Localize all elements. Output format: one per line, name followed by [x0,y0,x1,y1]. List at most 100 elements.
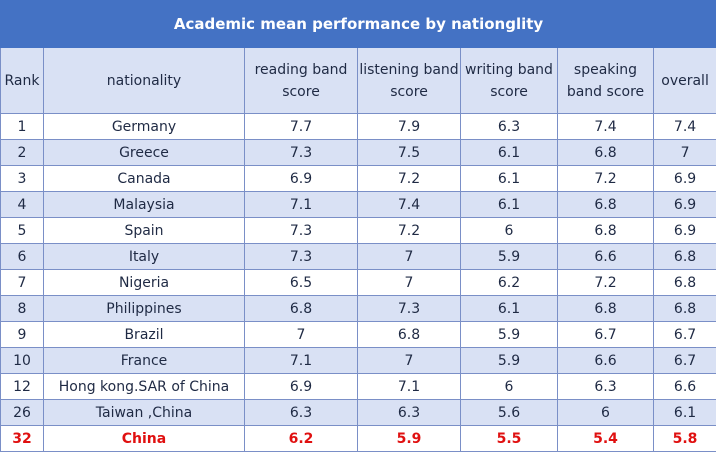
cell-speaking: 5.4 [557,425,654,452]
cell-listening: 7 [357,243,461,270]
column-header-writing: writing band score [460,47,558,114]
cell-reading: 7 [244,321,358,348]
header-row: Rank nationality reading band score listeni… [0,47,716,114]
table-row: 5 Spain 7.3 7.2 6 6.8 6.9 [0,217,716,244]
column-header-reading: reading band score [244,47,358,114]
cell-speaking: 6.6 [557,347,654,374]
cell-reading: 7.3 [244,217,358,244]
table-row: 2 Greece 7.3 7.5 6.1 6.8 7 [0,139,716,166]
cell-rank: 6 [0,243,44,270]
cell-nationality: Philippines [43,295,245,322]
table-body: 1 Germany 7.7 7.9 6.3 7.4 7.4 2 Greece 7.3 7.5 6.1 6… [0,113,716,452]
cell-speaking: 6.8 [557,217,654,244]
cell-speaking: 6.7 [557,321,654,348]
cell-overall: 6.6 [652,373,716,400]
column-header-speaking: speaking band score [557,47,654,114]
cell-rank: 26 [0,399,44,426]
cell-nationality: Hong kong.SAR of China [43,373,245,400]
cell-reading: 6.8 [244,295,358,322]
cell-listening: 7.3 [357,295,461,322]
cell-nationality: Germany [43,113,245,140]
cell-overall: 6.7 [652,321,716,348]
cell-reading: 6.9 [244,165,358,192]
column-header-nationality: nationality [43,47,245,114]
cell-writing: 6 [460,217,558,244]
column-header-rank: Rank [0,47,44,114]
cell-overall: 6.8 [652,269,716,296]
cell-writing: 6.1 [460,191,558,218]
cell-writing: 6.3 [460,113,558,140]
cell-writing: 6 [460,373,558,400]
cell-overall: 7 [652,139,716,166]
cell-nationality: Taiwan ,China [43,399,245,426]
cell-nationality: Spain [43,217,245,244]
table-row: 1 Germany 7.7 7.9 6.3 7.4 7.4 [0,113,716,140]
cell-rank: 32 [0,425,44,452]
column-header-listening: listening band score [357,47,461,114]
cell-nationality: Brazil [43,321,245,348]
cell-rank: 7 [0,269,44,296]
cell-speaking: 6.8 [557,139,654,166]
cell-nationality: Italy [43,243,245,270]
cell-overall: 5.8 [652,425,716,452]
table-row: 3 Canada 6.9 7.2 6.1 7.2 6.9 [0,165,716,192]
cell-reading: 7.1 [244,191,358,218]
table-row: 10 France 7.1 7 5.9 6.6 6.7 [0,347,716,374]
cell-nationality: Canada [43,165,245,192]
cell-reading: 6.2 [244,425,358,452]
cell-speaking: 6 [557,399,654,426]
table-row: 9 Brazil 7 6.8 5.9 6.7 6.7 [0,321,716,348]
cell-reading: 6.5 [244,269,358,296]
cell-rank: 3 [0,165,44,192]
cell-nationality: Greece [43,139,245,166]
cell-reading: 6.9 [244,373,358,400]
table-title: Academic mean performance by nationglity [0,0,716,48]
cell-rank: 9 [0,321,44,348]
cell-speaking: 6.8 [557,191,654,218]
cell-writing: 5.5 [460,425,558,452]
cell-rank: 10 [0,347,44,374]
cell-rank: 5 [0,217,44,244]
cell-rank: 4 [0,191,44,218]
cell-speaking: 6.3 [557,373,654,400]
cell-nationality: Nigeria [43,269,245,296]
cell-overall: 7.4 [652,113,716,140]
cell-listening: 7.2 [357,217,461,244]
table-row: 8 Philippines 6.8 7.3 6.1 6.8 6.8 [0,295,716,322]
cell-writing: 6.1 [460,295,558,322]
cell-overall: 6.9 [652,217,716,244]
cell-rank: 2 [0,139,44,166]
table-row: 32 China 6.2 5.9 5.5 5.4 5.8 [0,425,716,452]
cell-overall: 6.1 [652,399,716,426]
cell-nationality: Malaysia [43,191,245,218]
cell-writing: 5.9 [460,243,558,270]
cell-listening: 6.3 [357,399,461,426]
table-row: 6 Italy 7.3 7 5.9 6.6 6.8 [0,243,716,270]
table-row: 12 Hong kong.SAR of China 6.9 7.1 6 6.3 6.6 [0,373,716,400]
cell-speaking: 6.8 [557,295,654,322]
cell-speaking: 7.2 [557,269,654,296]
cell-reading: 7.3 [244,243,358,270]
cell-writing: 5.9 [460,321,558,348]
cell-listening: 7.1 [357,373,461,400]
cell-listening: 7.9 [357,113,461,140]
cell-listening: 7.4 [357,191,461,218]
cell-listening: 7.2 [357,165,461,192]
cell-writing: 6.1 [460,165,558,192]
cell-writing: 5.9 [460,347,558,374]
cell-speaking: 7.4 [557,113,654,140]
cell-nationality: France [43,347,245,374]
cell-reading: 7.1 [244,347,358,374]
table-row: 7 Nigeria 6.5 7 6.2 7.2 6.8 [0,269,716,296]
cell-overall: 6.8 [652,243,716,270]
cell-writing: 5.6 [460,399,558,426]
cell-reading: 7.7 [244,113,358,140]
cell-overall: 6.9 [652,165,716,192]
cell-listening: 6.8 [357,321,461,348]
column-header-overall: overall [652,47,716,114]
cell-rank: 1 [0,113,44,140]
cell-speaking: 7.2 [557,165,654,192]
cell-listening: 5.9 [357,425,461,452]
